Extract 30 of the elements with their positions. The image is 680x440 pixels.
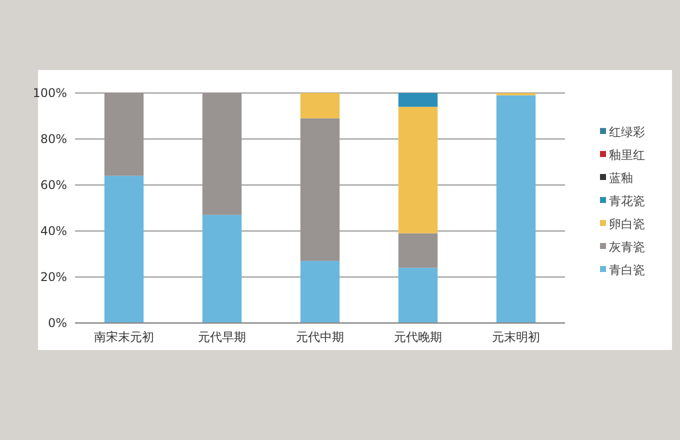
legend-label: 青白瓷 xyxy=(609,263,645,278)
legend-label: 蓝釉 xyxy=(609,171,633,186)
bar xyxy=(300,260,340,323)
bar xyxy=(398,93,438,107)
y-tick-label: 20% xyxy=(40,270,67,284)
y-tick-label: 0% xyxy=(48,316,67,330)
x-tick-label: 元代早期 xyxy=(198,330,246,344)
x-tick-label: 元代晚期 xyxy=(394,330,442,344)
bar xyxy=(104,176,144,323)
y-tick-label: 80% xyxy=(40,132,67,146)
legend-label: 红绿彩 xyxy=(609,125,645,140)
bar xyxy=(202,214,242,323)
bar xyxy=(202,93,242,215)
x-tick-label: 元代中期 xyxy=(296,330,344,344)
bar xyxy=(300,118,340,261)
bar xyxy=(104,93,144,176)
x-tick-label: 南宋末元初 xyxy=(94,330,154,344)
y-tick-label: 100% xyxy=(32,86,67,100)
legend-label: 釉里红 xyxy=(609,148,645,162)
bar xyxy=(398,268,438,323)
bar xyxy=(398,106,438,234)
y-tick-label: 40% xyxy=(40,224,67,238)
bar xyxy=(300,93,340,118)
legend-label: 青花瓷 xyxy=(609,194,645,208)
legend-label: 灰青瓷 xyxy=(609,240,645,254)
x-tick-label: 元末明初 xyxy=(492,330,540,344)
legend-label: 卵白瓷 xyxy=(609,217,645,232)
bar xyxy=(398,233,438,268)
y-tick-label: 60% xyxy=(40,178,67,192)
bar xyxy=(496,95,536,323)
